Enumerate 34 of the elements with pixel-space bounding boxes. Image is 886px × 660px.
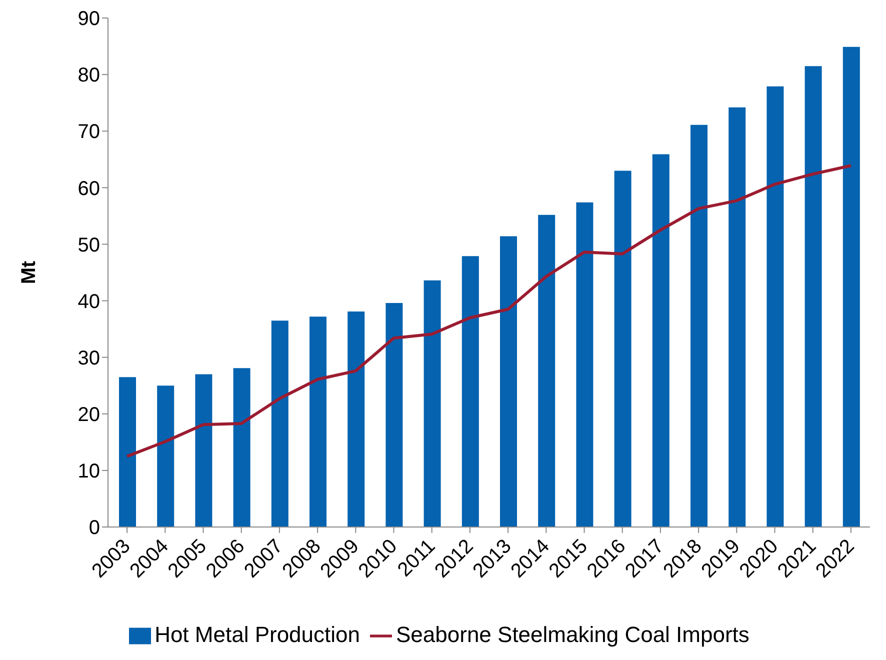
bar (690, 124, 708, 527)
bar (538, 214, 556, 527)
bar (233, 368, 250, 527)
y-tick-label: 10 (78, 460, 100, 483)
bar (348, 312, 365, 527)
bar (842, 46, 860, 527)
bar (728, 107, 746, 527)
bar (576, 202, 594, 527)
bar (614, 170, 632, 527)
y-tick-label: 70 (78, 121, 100, 144)
bar (195, 374, 212, 527)
y-tick-label: 0 (88, 517, 100, 540)
bar (157, 386, 174, 527)
y-tick-label: 20 (78, 404, 100, 426)
legend-label: Seaborne Steelmaking Coal Imports (396, 622, 750, 647)
bar (766, 86, 784, 527)
bar (462, 256, 479, 527)
y-tick-label: 30 (78, 347, 100, 370)
bar (119, 377, 136, 527)
bar (386, 303, 403, 527)
y-tick-label: 60 (78, 178, 100, 200)
bar (804, 66, 822, 527)
bar (271, 320, 288, 527)
y-tick-label: 90 (78, 8, 100, 30)
y-axis-title: Mt (18, 260, 40, 284)
bar (652, 154, 670, 527)
y-tick-label: 40 (78, 290, 100, 313)
bar (424, 280, 441, 527)
y-tick-label: 50 (78, 234, 100, 256)
bar (310, 316, 326, 527)
line-series (126, 164, 852, 458)
y-tick-label: 80 (78, 64, 100, 87)
bar (500, 236, 517, 527)
legend-label: Hot Metal Production (154, 622, 360, 647)
